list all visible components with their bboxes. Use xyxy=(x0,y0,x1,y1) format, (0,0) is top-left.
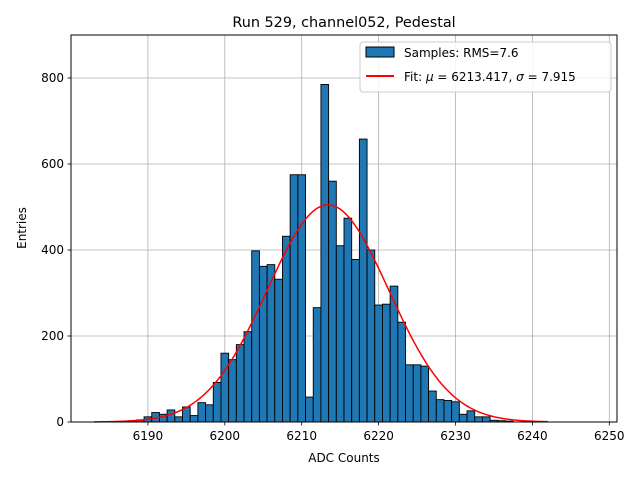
histogram-bar xyxy=(397,321,406,423)
histogram-bar xyxy=(305,396,314,423)
histogram-bar xyxy=(205,404,214,423)
histogram-bar xyxy=(228,359,237,423)
ticks-layer: 6190 6200 6210 6220 6230 6240 6250 0 200 400 600 80… xyxy=(41,71,624,443)
histogram-bar xyxy=(335,245,345,423)
histogram-bar xyxy=(435,399,445,423)
x-tick-label: 6240 xyxy=(517,429,548,443)
y-tick-label: 800 xyxy=(41,71,64,85)
legend-label-fit: Fit: μ = 6213.417, σ = 7.915 xyxy=(404,70,576,84)
histogram-bar xyxy=(274,278,283,423)
x-tick-label: 6230 xyxy=(440,429,471,443)
x-tick-label: 6190 xyxy=(133,429,164,443)
legend-label-samples: Samples: RMS=7.6 xyxy=(404,46,519,60)
histogram-bar xyxy=(343,217,353,423)
x-tick-label: 6220 xyxy=(363,429,394,443)
histogram-bar xyxy=(320,83,330,423)
histogram-bar xyxy=(374,304,383,423)
histogram-bar xyxy=(166,409,176,423)
histogram-bar xyxy=(197,402,207,423)
histogram-bar xyxy=(443,400,453,423)
histogram-bar xyxy=(458,413,468,423)
histogram-bar xyxy=(420,365,430,423)
histogram-bar xyxy=(289,174,299,423)
histogram-bar xyxy=(258,265,268,423)
legend: Samples: RMS=7.6 Fit: μ = 6213.417, σ = … xyxy=(359,41,612,93)
x-tick-label: 6250 xyxy=(594,429,625,443)
chart-title: Run 529, channel052, Pedestal xyxy=(232,15,455,31)
x-tick-label: 6210 xyxy=(286,429,317,443)
histogram-bar xyxy=(358,138,368,423)
histogram-bars xyxy=(120,83,514,423)
histogram-bar xyxy=(451,401,460,423)
histogram-bar xyxy=(481,416,491,423)
histogram-bar xyxy=(382,303,391,423)
y-tick-label: 0 xyxy=(56,415,64,429)
histogram-bar xyxy=(474,416,483,423)
fit-curve xyxy=(94,204,548,423)
legend-box xyxy=(359,41,612,93)
y-tick-label: 600 xyxy=(41,157,64,171)
axes-frame xyxy=(70,34,618,423)
plot-area: 6190 6200 6210 6220 6230 6240 6250 0 200 400 600 80… xyxy=(41,34,625,443)
histogram-bar xyxy=(174,416,183,423)
histogram-bar xyxy=(235,344,245,423)
histogram-bar xyxy=(243,331,253,423)
y-tick-label: 200 xyxy=(41,329,64,343)
x-axis-label: ADC Counts xyxy=(308,451,380,465)
histogram-bar xyxy=(412,364,422,423)
y-tick-label: 400 xyxy=(41,243,64,257)
histogram-bar xyxy=(297,174,306,423)
histogram-bar xyxy=(312,307,322,423)
histogram-bar xyxy=(282,235,291,423)
histogram-bar xyxy=(428,390,437,423)
histogram-bar xyxy=(220,352,230,423)
histogram-bar xyxy=(189,415,199,423)
histogram-bar xyxy=(466,410,476,423)
legend-swatch-samples xyxy=(365,46,395,58)
histogram-bar xyxy=(366,249,376,423)
y-axis-label: Entries xyxy=(15,207,29,249)
histogram-bar xyxy=(212,381,222,423)
histogram-bar xyxy=(328,180,337,423)
histogram-bar xyxy=(251,250,260,423)
histogram-bar xyxy=(405,364,414,423)
histogram-bar xyxy=(351,259,360,423)
x-tick-label: 6200 xyxy=(210,429,241,443)
